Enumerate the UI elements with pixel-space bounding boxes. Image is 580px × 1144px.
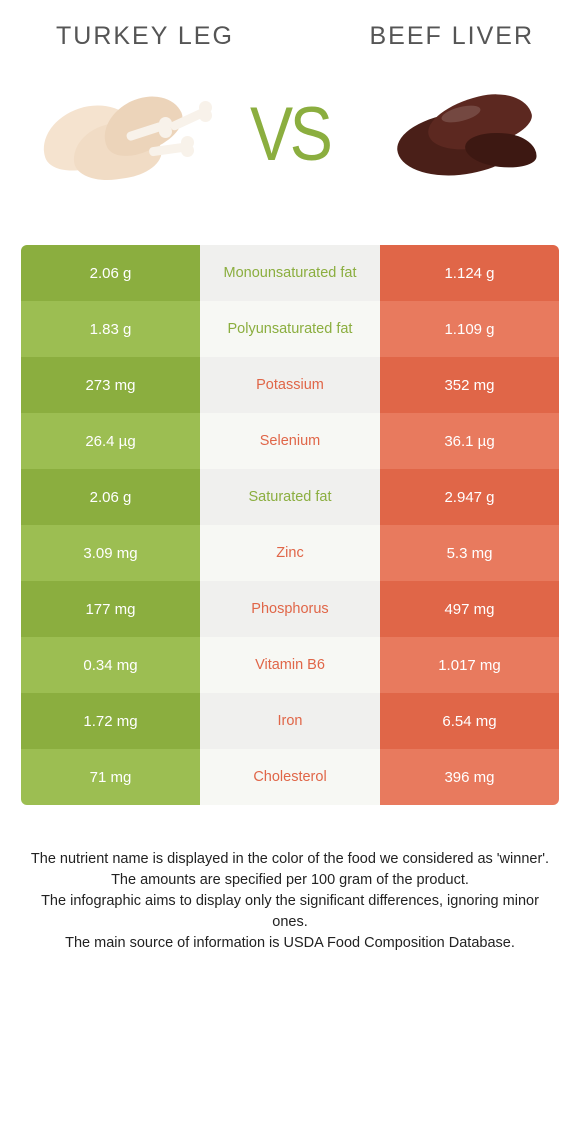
nutrient-name: Phosphorus — [200, 581, 380, 637]
nutrient-name: Polyunsaturated fat — [200, 301, 380, 357]
right-value: 5.3 mg — [380, 525, 559, 581]
nutrient-name: Monounsaturated fat — [200, 245, 380, 301]
nutrient-name: Iron — [200, 693, 380, 749]
table-row: 1.83 gPolyunsaturated fat1.109 g — [21, 301, 559, 357]
right-value: 1.109 g — [380, 301, 559, 357]
right-value: 497 mg — [380, 581, 559, 637]
footnote-line: The main source of information is USDA F… — [28, 933, 552, 954]
images-row: VS — [18, 59, 562, 209]
left-value: 1.72 mg — [21, 693, 200, 749]
footnotes: The nutrient name is displayed in the co… — [18, 805, 562, 954]
right-food-title: Beef liver — [370, 22, 535, 51]
right-value: 1.124 g — [380, 245, 559, 301]
table-row: 0.34 mgVitamin B61.017 mg — [21, 637, 559, 693]
table-row: 26.4 µgSelenium36.1 µg — [21, 413, 559, 469]
left-value: 3.09 mg — [21, 525, 200, 581]
nutrient-name: Vitamin B6 — [200, 637, 380, 693]
left-value: 177 mg — [21, 581, 200, 637]
left-value: 2.06 g — [21, 469, 200, 525]
right-value: 1.017 mg — [380, 637, 559, 693]
left-value: 0.34 mg — [21, 637, 200, 693]
table-row: 2.06 gMonounsaturated fat1.124 g — [21, 245, 559, 301]
beef-liver-image — [374, 69, 554, 199]
nutrient-table: 2.06 gMonounsaturated fat1.124 g1.83 gPo… — [21, 245, 559, 805]
table-row: 71 mgCholesterol396 mg — [21, 749, 559, 805]
left-value: 1.83 g — [21, 301, 200, 357]
nutrient-name: Selenium — [200, 413, 380, 469]
header: Turkey leg Beef liver — [18, 22, 562, 51]
left-value: 71 mg — [21, 749, 200, 805]
right-value: 352 mg — [380, 357, 559, 413]
right-value: 2.947 g — [380, 469, 559, 525]
footnote-line: The infographic aims to display only the… — [28, 891, 552, 933]
left-food-title: Turkey leg — [56, 22, 234, 51]
left-value: 273 mg — [21, 357, 200, 413]
right-value: 396 mg — [380, 749, 559, 805]
right-value: 36.1 µg — [380, 413, 559, 469]
right-value: 6.54 mg — [380, 693, 559, 749]
nutrient-name: Cholesterol — [200, 749, 380, 805]
table-row: 177 mgPhosphorus497 mg — [21, 581, 559, 637]
table-row: 2.06 gSaturated fat2.947 g — [21, 469, 559, 525]
nutrient-name: Potassium — [200, 357, 380, 413]
table-row: 3.09 mgZinc5.3 mg — [21, 525, 559, 581]
footnote-line: The amounts are specified per 100 gram o… — [28, 870, 552, 891]
left-value: 26.4 µg — [21, 413, 200, 469]
table-row: 273 mgPotassium352 mg — [21, 357, 559, 413]
turkey-leg-image — [26, 69, 206, 199]
footnote-line: The nutrient name is displayed in the co… — [28, 849, 552, 870]
nutrient-name: Saturated fat — [200, 469, 380, 525]
vs-label: VS — [250, 91, 329, 178]
nutrient-name: Zinc — [200, 525, 380, 581]
table-row: 1.72 mgIron6.54 mg — [21, 693, 559, 749]
left-value: 2.06 g — [21, 245, 200, 301]
